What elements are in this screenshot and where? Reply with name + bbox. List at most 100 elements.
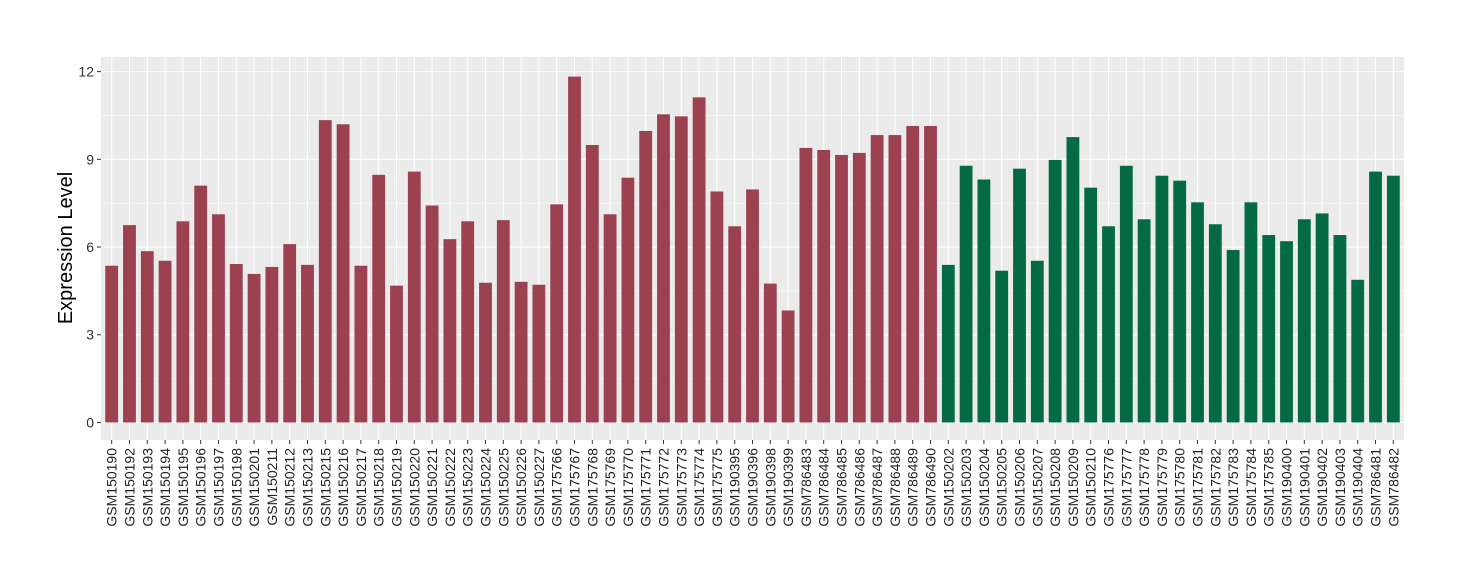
bar (941, 264, 955, 423)
y-tick-label: 9 (86, 151, 94, 167)
x-tick-label: GSM786484 (816, 448, 832, 527)
x-tick-label: GSM190399 (780, 448, 796, 527)
bar (924, 125, 937, 423)
x-tick-label: GSM150209 (1065, 448, 1081, 527)
bar (1280, 241, 1293, 423)
bar (229, 263, 243, 423)
bar (1297, 219, 1311, 423)
x-tick-label: GSM786487 (869, 448, 885, 527)
bar (461, 221, 475, 423)
x-tick-label: GSM175780 (1172, 448, 1188, 527)
x-tick-label: GSM190403 (1332, 448, 1348, 527)
x-tick-label: GSM150220 (406, 448, 422, 527)
x-tick-label: GSM150227 (531, 448, 547, 527)
bar (514, 281, 528, 423)
x-tick-label: GSM175772 (655, 448, 671, 527)
bar (1030, 260, 1044, 423)
x-tick-label: GSM190396 (745, 448, 761, 527)
bar (835, 154, 848, 423)
bar (710, 191, 724, 423)
x-axis: GSM150190 GSM150192 GSM150193 GSM150194 GSM1… (104, 440, 1401, 527)
x-tick-label: GSM175775 (709, 448, 725, 527)
bar (746, 189, 759, 423)
bar (1173, 180, 1187, 423)
y-tick-label: 6 (86, 239, 94, 255)
x-tick-label: GSM150194 (157, 448, 173, 527)
x-tick-label: GSM150211 (264, 448, 280, 526)
bar (1102, 226, 1115, 423)
x-tick-label: GSM150210 (1083, 448, 1099, 527)
x-tick-label: GSM175770 (620, 448, 636, 527)
bar (301, 264, 314, 423)
x-tick-label: GSM175767 (566, 448, 582, 527)
x-tick-label: GSM150203 (958, 448, 974, 527)
x-tick-label: GSM175778 (1136, 448, 1152, 527)
bar (283, 244, 297, 423)
x-tick-label: GSM150208 (1047, 448, 1063, 527)
bar (692, 97, 706, 423)
bar (906, 125, 920, 423)
x-tick-label: GSM175768 (584, 448, 600, 527)
x-tick-label: GSM150215 (317, 448, 333, 527)
x-tick-label: GSM150213 (299, 448, 315, 527)
y-tick-label: 3 (86, 327, 94, 343)
bar (247, 273, 261, 423)
x-tick-label: GSM150206 (1012, 448, 1028, 527)
bar (1013, 168, 1026, 423)
x-tick-label: GSM150195 (175, 448, 191, 527)
x-tick-label: GSM786482 (1385, 448, 1401, 527)
x-tick-label: GSM150197 (210, 448, 226, 527)
bar (336, 124, 350, 423)
bar (354, 265, 368, 423)
x-tick-label: GSM175779 (1154, 448, 1170, 527)
bar (1226, 249, 1240, 423)
bar (977, 179, 991, 423)
x-tick-label: GSM150196 (193, 448, 209, 527)
bar (158, 260, 172, 423)
bar (318, 120, 332, 423)
x-tick-label: GSM150225 (495, 448, 511, 527)
y-tick-label: 12 (78, 64, 94, 80)
bars (105, 76, 1400, 423)
bar (817, 149, 831, 423)
x-tick-label: GSM190398 (762, 448, 778, 527)
bar (140, 251, 154, 423)
bar (1262, 235, 1276, 423)
x-tick-label: GSM175766 (549, 448, 565, 527)
x-tick-label: GSM150207 (1029, 448, 1045, 527)
x-tick-label: GSM175785 (1261, 448, 1277, 527)
y-axis-label: Expression Level (55, 172, 77, 324)
x-tick-label: GSM150217 (353, 448, 369, 527)
x-tick-label: GSM786481 (1368, 448, 1384, 527)
x-tick-label: GSM150205 (994, 448, 1010, 527)
bar (1155, 175, 1169, 423)
x-tick-label: GSM175776 (1101, 448, 1117, 527)
bar (390, 285, 403, 423)
bar (728, 226, 742, 423)
x-tick-label: GSM786488 (887, 448, 903, 527)
x-tick-label: GSM175784 (1243, 448, 1259, 527)
bar (425, 205, 439, 423)
bar (176, 221, 190, 423)
x-tick-label: GSM786485 (834, 448, 850, 527)
bar (212, 214, 225, 423)
bar (603, 214, 617, 423)
bar (621, 177, 635, 423)
bar (1369, 171, 1382, 423)
bar (105, 265, 119, 423)
bar (496, 220, 510, 423)
bar (1386, 175, 1400, 423)
bar (1191, 202, 1204, 423)
bar (674, 116, 688, 423)
bar (443, 239, 457, 423)
bar (1084, 187, 1098, 423)
x-tick-label: GSM150192 (121, 448, 137, 527)
x-tick-label: GSM175771 (638, 448, 654, 527)
bar (959, 165, 973, 423)
x-tick-label: GSM150218 (371, 448, 387, 527)
x-tick-label: GSM150198 (228, 448, 244, 527)
bar (639, 130, 653, 423)
bar (585, 145, 599, 423)
x-tick-label: GSM150190 (104, 448, 120, 527)
